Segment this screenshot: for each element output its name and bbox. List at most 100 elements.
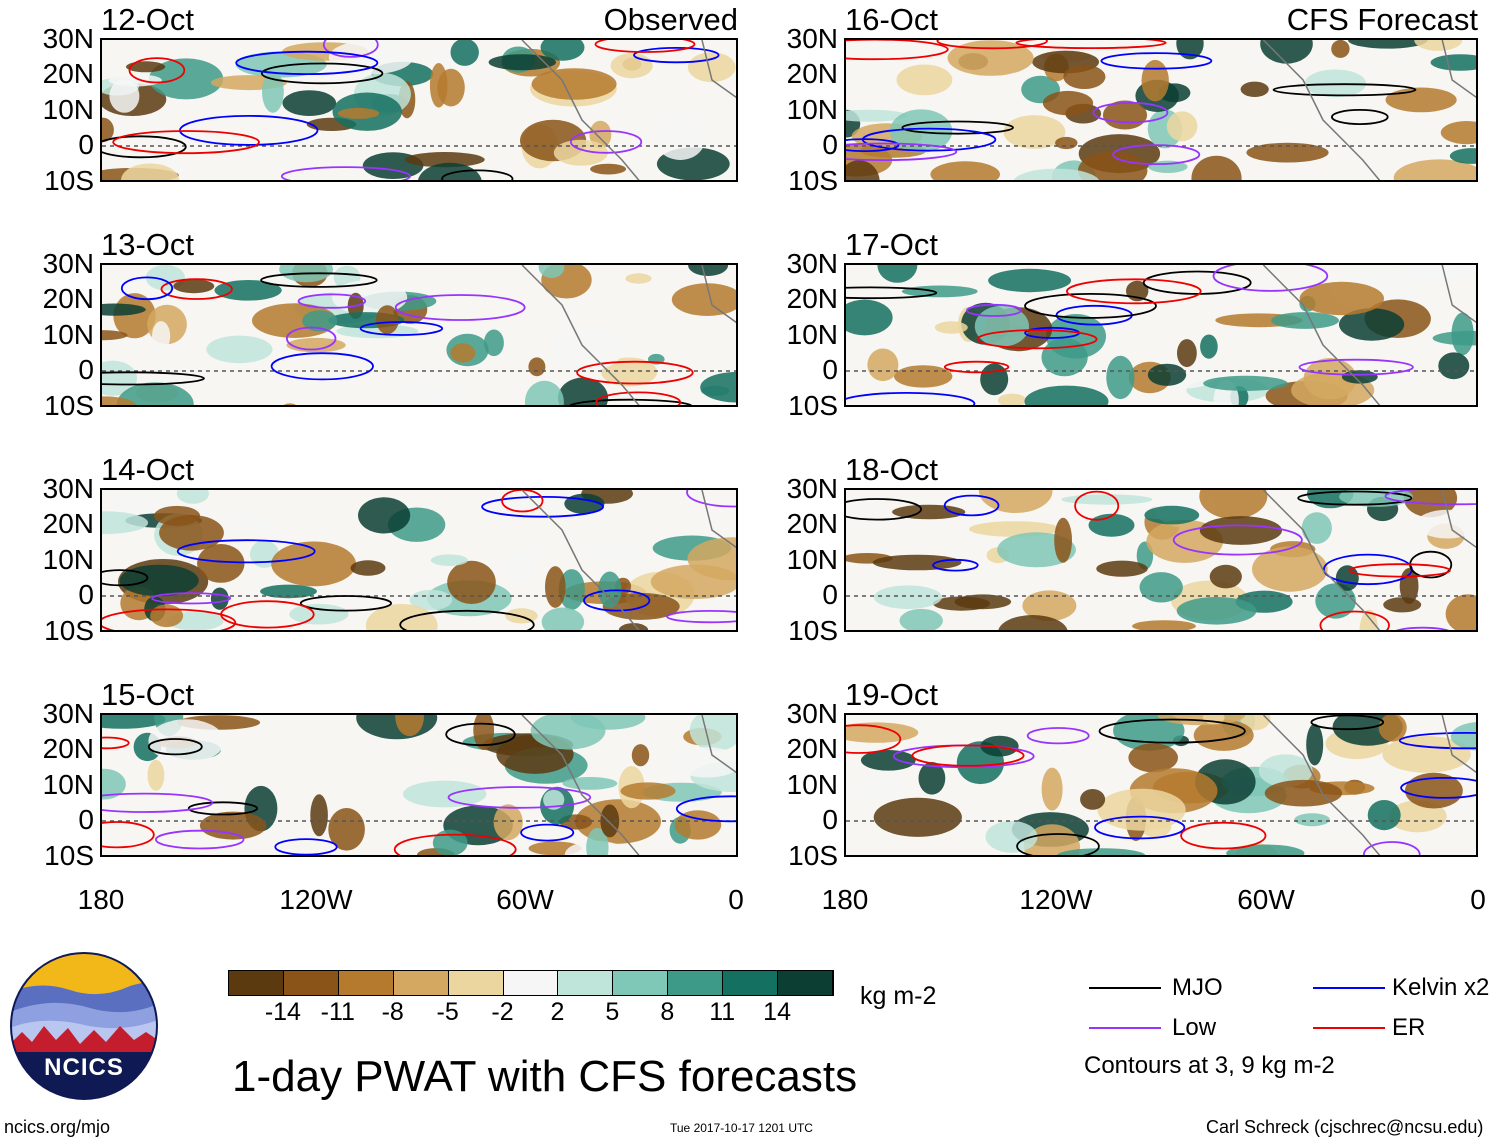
lat-tick-label: 30N xyxy=(786,473,838,504)
logo-text: NCICS xyxy=(44,1054,124,1081)
pwat-anomaly-blob xyxy=(152,321,171,352)
pwat-anomaly-blob xyxy=(620,782,676,800)
colorbar-tick-label: -2 xyxy=(491,998,514,1026)
lat-tick-label: 0 xyxy=(78,579,94,610)
colorbar-tick-label: 11 xyxy=(709,998,736,1026)
colorbar xyxy=(228,970,834,996)
pwat-anomaly-blob xyxy=(1078,151,1148,180)
colorbar-swatch xyxy=(723,971,779,995)
coastline xyxy=(701,715,736,774)
pwat-anomaly-blob xyxy=(126,61,166,73)
pwat-anomaly-blob xyxy=(1166,111,1198,142)
wave-contour xyxy=(1074,490,1120,521)
pwat-anomaly-blob xyxy=(289,603,349,625)
wave-contour xyxy=(1272,83,1417,97)
pwat-anomaly-blob xyxy=(1430,54,1476,71)
pwat-anomaly-blob xyxy=(337,107,380,119)
pwat-anomaly-blob xyxy=(1013,168,1100,180)
pwat-anomaly-blob xyxy=(395,715,424,737)
pwat-anomaly-blob xyxy=(1440,121,1476,145)
pwat-anomaly-blob xyxy=(1080,789,1106,810)
lat-tick-label: 10N xyxy=(42,769,94,800)
pwat-anomaly-blob xyxy=(1022,590,1077,621)
legend-kelvin: Kelvin x2 xyxy=(1392,974,1490,1001)
pwat-anomaly-blob xyxy=(1055,136,1078,150)
pwat-anomaly-blob xyxy=(894,365,953,388)
wave-contour xyxy=(1100,52,1213,70)
lat-tick-label: 10S xyxy=(788,840,838,871)
coastline xyxy=(701,40,736,99)
lon-tick-180: 180 xyxy=(821,884,869,915)
wave-contour xyxy=(270,352,374,381)
wave-contour xyxy=(1180,821,1267,850)
wave-contour xyxy=(1142,270,1252,295)
ncics-logo[interactable]: NCICS xyxy=(10,952,158,1100)
colorbar-swatch xyxy=(613,971,669,995)
panel-date-label: 15-Oct xyxy=(101,677,195,712)
wave-contour xyxy=(187,801,258,816)
pwat-anomaly-blob xyxy=(197,544,245,583)
panel-date-label: 19-Oct xyxy=(845,677,939,712)
pwat-anomaly-blob xyxy=(119,564,199,597)
wave-contour xyxy=(594,40,696,53)
wave-contour xyxy=(846,392,976,405)
wave-contour xyxy=(943,494,1000,517)
pwat-anomaly-blob xyxy=(1200,334,1218,359)
wave-contour xyxy=(1400,777,1476,799)
wave-contour xyxy=(1065,278,1202,305)
wave-contour xyxy=(1310,715,1385,731)
pwat-map-panel xyxy=(100,263,738,407)
wave-contour xyxy=(447,786,592,809)
pwat-anomaly-blob xyxy=(102,117,114,143)
pwat-anomaly-blob xyxy=(872,554,962,571)
wave-contour xyxy=(846,138,900,152)
wave-contour xyxy=(1323,553,1413,586)
pwat-anomaly-blob xyxy=(173,279,215,294)
pwat-anomaly-blob xyxy=(262,70,284,113)
pwat-anomaly-blob xyxy=(531,68,617,100)
pwat-anomaly-blob xyxy=(997,393,1027,405)
pwat-anomaly-blob xyxy=(429,63,448,108)
pwat-anomaly-blob xyxy=(1057,848,1146,855)
colorbar-tick-label: 14 xyxy=(763,998,791,1026)
panel-date-label: 12-Oct xyxy=(101,2,195,37)
lat-tick-label: 30N xyxy=(42,473,94,504)
wave-contour xyxy=(1094,815,1186,840)
wave-contour xyxy=(576,360,694,385)
wave-contour xyxy=(235,50,379,75)
pwat-anomaly-blob xyxy=(846,299,893,336)
wave-contour xyxy=(260,272,378,288)
wave-contour xyxy=(595,391,682,405)
pwat-anomaly-blob xyxy=(1450,722,1476,751)
coastline xyxy=(1262,265,1381,405)
pwat-anomaly-blob xyxy=(985,820,1038,853)
lat-tick-label: 0 xyxy=(822,129,838,160)
pwat-anomaly-blob xyxy=(988,268,1072,293)
pwat-anomaly-blob xyxy=(1209,564,1242,589)
lon-tick-120w: 120W xyxy=(1019,884,1093,915)
pwat-anomaly-blob xyxy=(618,623,649,630)
pwat-anomaly-blob xyxy=(102,396,136,405)
wave-contour xyxy=(393,833,517,855)
pwat-anomaly-blob xyxy=(672,747,736,778)
pwat-anomaly-blob xyxy=(867,348,899,382)
footer-url[interactable]: ncics.org/mjo xyxy=(4,1117,111,1137)
colorbar-units: kg m-2 xyxy=(860,982,937,1010)
pwat-anomaly-blob xyxy=(350,560,386,576)
wave-contour xyxy=(260,62,384,85)
lon-tick-120w: 120W xyxy=(279,884,353,915)
pwat-anomaly-blob xyxy=(528,357,546,377)
colorbar-tick-label: 8 xyxy=(660,998,675,1026)
wave-contour xyxy=(675,795,736,823)
pwat-anomaly-blob xyxy=(1258,754,1313,788)
pwat-anomaly-blob xyxy=(283,403,296,405)
pwat-anomaly-blob xyxy=(541,607,585,630)
pwat-anomaly-blob xyxy=(674,810,722,840)
lon-tick-180: 180 xyxy=(77,884,125,915)
wave-contour xyxy=(1363,841,1421,855)
colorbar-swatch xyxy=(448,971,504,995)
pwat-anomaly-blob xyxy=(1294,813,1330,827)
pwat-anomaly-blob xyxy=(1141,59,1169,102)
wave-contour xyxy=(1016,833,1100,855)
pwat-anomaly-blob xyxy=(687,52,736,83)
